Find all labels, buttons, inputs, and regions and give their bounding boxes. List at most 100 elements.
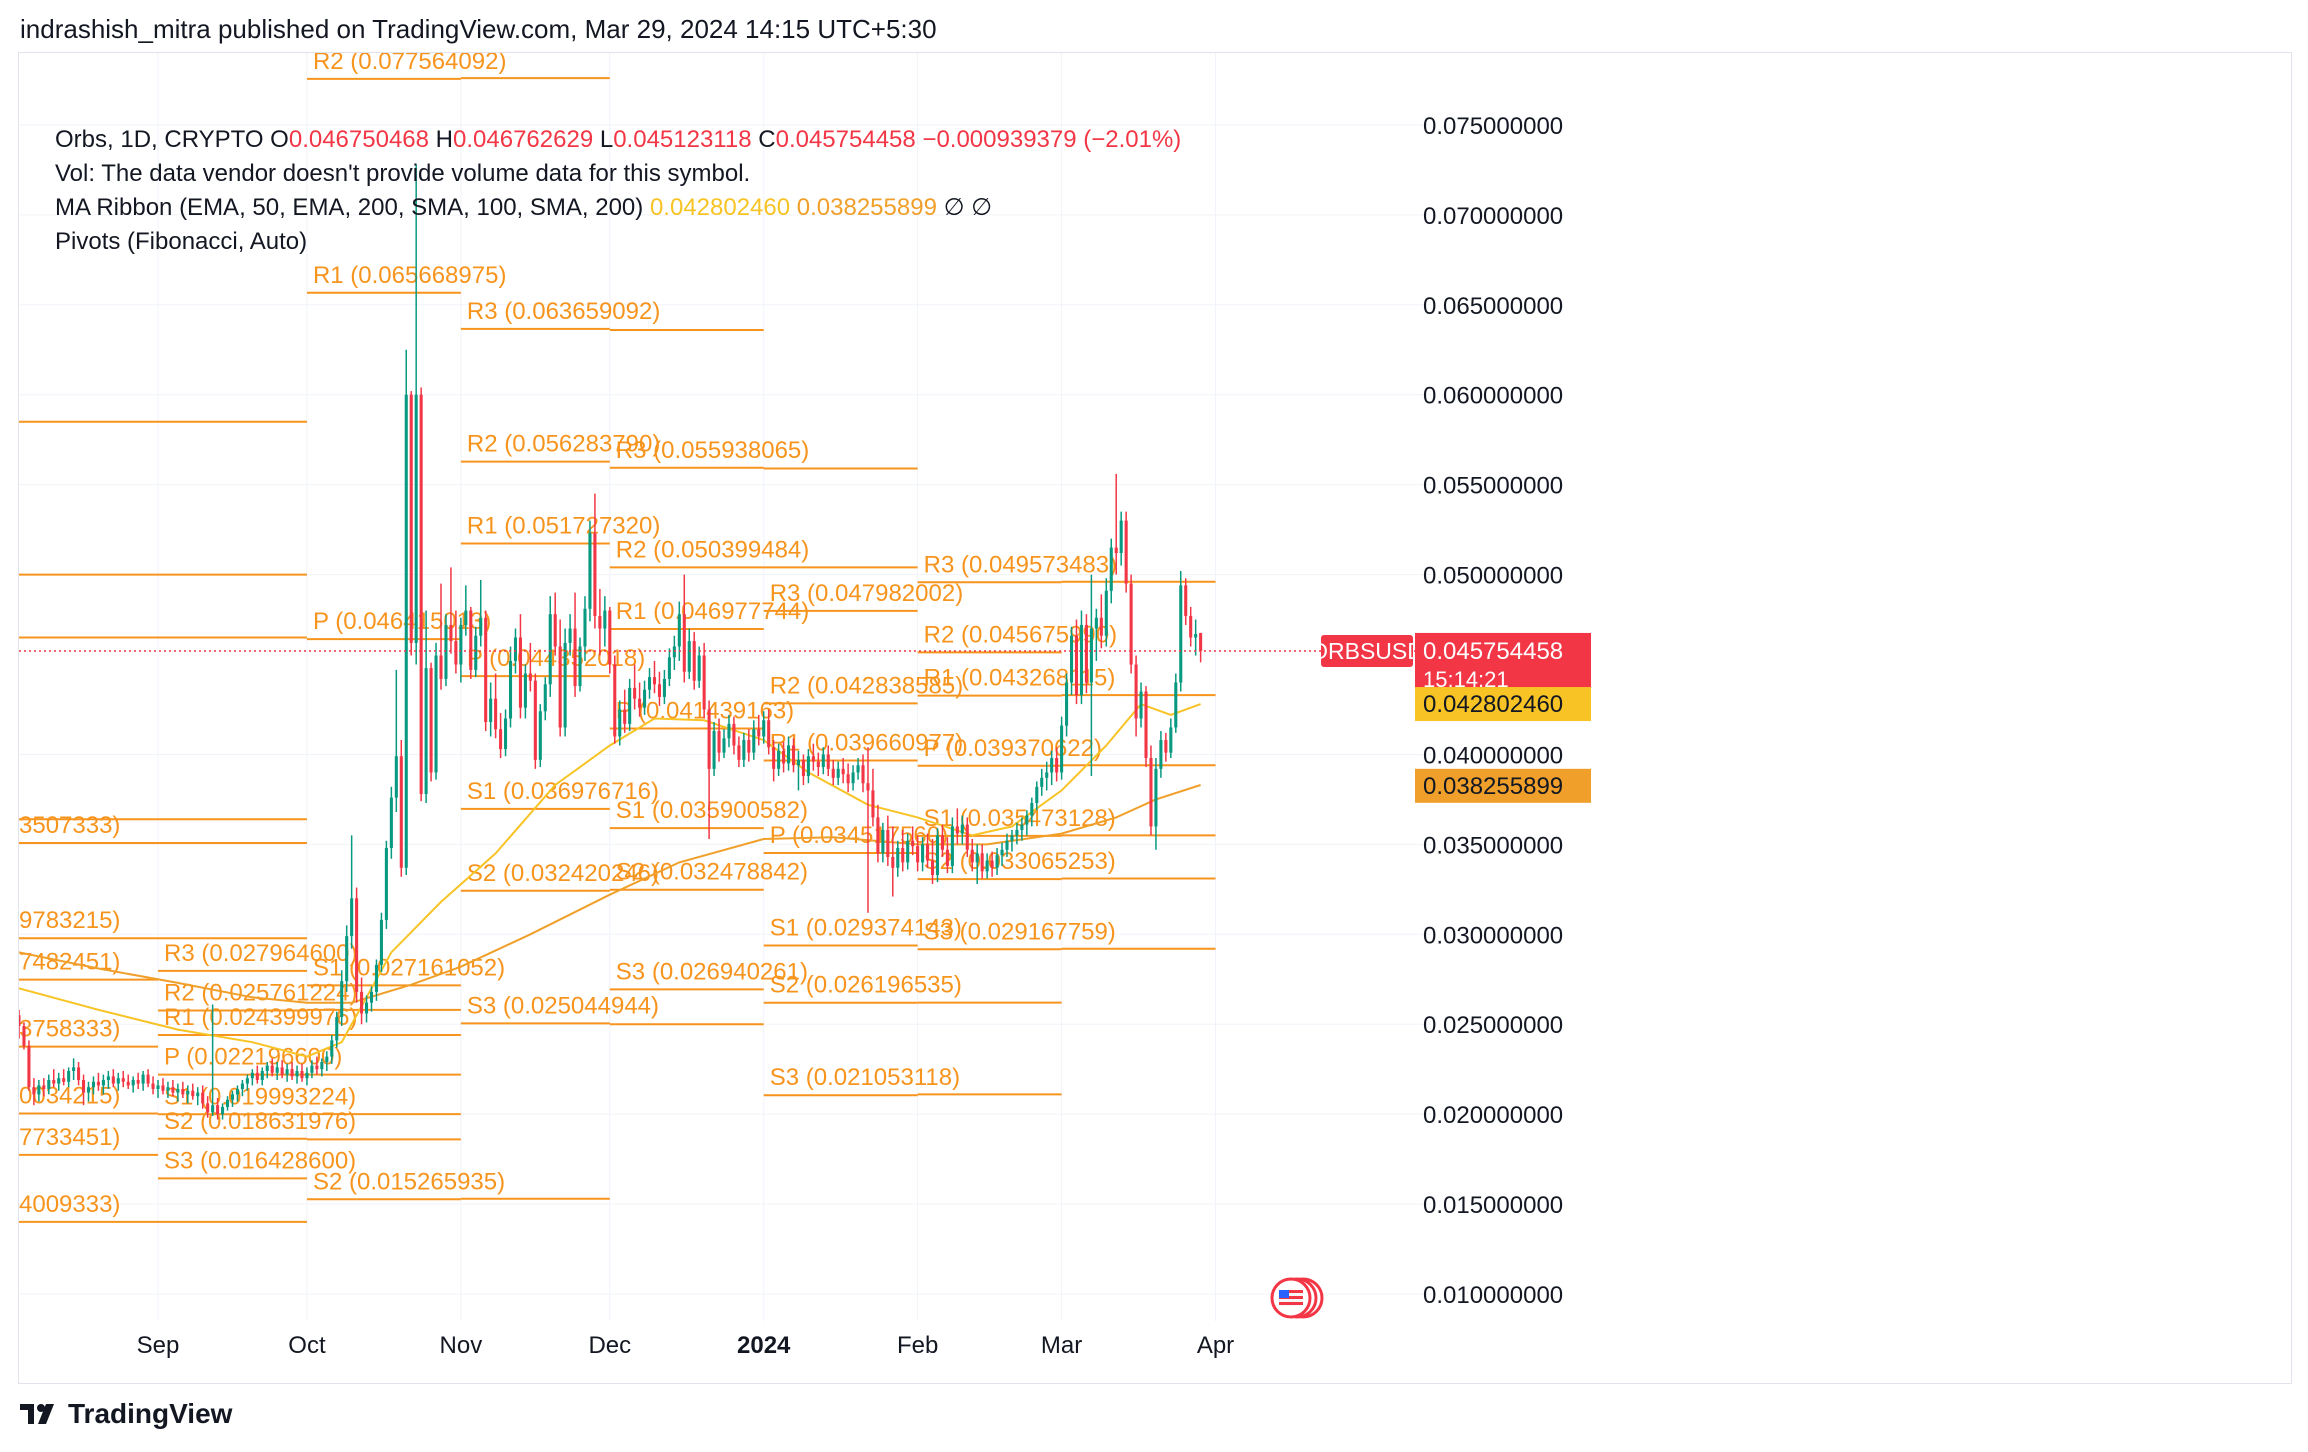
candle-body xyxy=(816,761,820,768)
candle xyxy=(235,1085,239,1102)
candle xyxy=(72,1058,76,1080)
candle xyxy=(171,1079,175,1097)
candle-body xyxy=(335,1017,339,1041)
candle xyxy=(926,833,930,868)
ma-na-2: ∅ xyxy=(971,194,993,221)
candle xyxy=(1079,610,1084,705)
ohlc-row[interactable]: Orbs, 1D, CRYPTO O0.046750468 H0.0467626… xyxy=(55,123,1181,157)
y-tick-label: 0.050000000 xyxy=(1423,563,1563,590)
candle-body xyxy=(265,1065,269,1071)
candle-body xyxy=(618,709,622,737)
candle xyxy=(1084,614,1088,694)
y-tick-label: 0.040000000 xyxy=(1423,742,1563,769)
candle xyxy=(340,970,344,1027)
candle xyxy=(821,747,825,775)
candle xyxy=(1159,731,1163,778)
candle xyxy=(940,824,944,857)
candle-body xyxy=(22,1026,26,1046)
candle xyxy=(1069,626,1074,696)
candle-body xyxy=(1199,633,1203,651)
x-tick-label: Nov xyxy=(440,1332,483,1359)
pivot-level-label: P (0.044352018) xyxy=(467,645,645,672)
candle-body xyxy=(1149,758,1153,827)
candle-body xyxy=(921,844,925,863)
candle xyxy=(369,986,374,1012)
candle-body xyxy=(504,718,508,750)
candle-body xyxy=(245,1078,249,1084)
candle-body xyxy=(598,615,602,629)
pivots-row[interactable]: Pivots (Fibonacci, Auto) xyxy=(55,225,1181,259)
candle-body xyxy=(72,1067,76,1071)
candle-body xyxy=(439,655,443,679)
pivot-level-label: R3 (0.049573483) xyxy=(924,551,1117,578)
candle-body xyxy=(404,394,408,868)
candle xyxy=(945,837,949,874)
candle-body xyxy=(906,840,910,863)
candle xyxy=(1020,817,1024,841)
candle xyxy=(394,669,398,813)
y-tick-label: 0.065000000 xyxy=(1423,293,1563,320)
candle-body xyxy=(369,991,374,1003)
candle-body xyxy=(538,711,542,760)
candle-body xyxy=(290,1069,294,1077)
candle-body xyxy=(295,1070,299,1077)
candle-body xyxy=(469,610,473,670)
candle-body xyxy=(235,1088,239,1095)
candle xyxy=(702,642,706,719)
candle xyxy=(1010,829,1014,852)
candle xyxy=(384,840,388,929)
candle-body xyxy=(1079,624,1084,696)
candle xyxy=(896,840,900,877)
candle xyxy=(628,678,632,732)
candle xyxy=(389,786,393,859)
symbol-info[interactable]: Orbs, 1D, CRYPTO xyxy=(55,126,264,153)
pivot-level-label: 3758333) xyxy=(19,1016,120,1043)
low-value: 0.045123118 xyxy=(613,126,752,153)
candle-body xyxy=(111,1076,115,1084)
pivots-title: Pivots (Fibonacci, Auto) xyxy=(55,228,308,255)
candle xyxy=(573,592,577,697)
pivot-level-label: R1 (0.024399976) xyxy=(164,1004,357,1031)
volume-row[interactable]: Vol: The data vendor doesn't provide vol… xyxy=(55,157,1181,191)
chart-frame[interactable]: 3507333) 9783215) 7482451) 3758333) 0034215)… xyxy=(18,52,2292,1384)
candle xyxy=(980,844,984,879)
candle-body xyxy=(459,624,463,665)
candle-body xyxy=(374,964,379,992)
candle-body xyxy=(712,731,716,769)
candle xyxy=(429,662,433,782)
candle xyxy=(633,664,637,710)
candle-body xyxy=(513,637,518,661)
candle xyxy=(1189,606,1193,647)
ma-ribbon-row[interactable]: MA Ribbon (EMA, 50, EMA, 200, SMA, 100, … xyxy=(55,191,1181,225)
candle xyxy=(1109,538,1113,604)
candle xyxy=(82,1074,86,1106)
candle-body xyxy=(464,610,468,625)
candle xyxy=(1184,578,1188,625)
x-tick-label: Mar xyxy=(1041,1332,1082,1359)
price-chart[interactable]: 3507333)9783215)7482451)3758333)0034215)… xyxy=(19,53,2291,1383)
candle xyxy=(578,637,582,692)
candle-body xyxy=(270,1065,274,1073)
candle-body xyxy=(1000,849,1004,856)
candle-body xyxy=(791,745,796,766)
candle-body xyxy=(340,981,344,1018)
candle-body xyxy=(230,1094,235,1100)
candle xyxy=(1035,781,1039,811)
candle xyxy=(221,1103,225,1120)
candle xyxy=(191,1083,195,1100)
tradingview-footer[interactable]: TradingView xyxy=(20,1398,232,1430)
candle-body xyxy=(995,855,999,868)
candle-body xyxy=(305,1072,309,1079)
ma-na-1: ∅ xyxy=(943,194,965,221)
candle xyxy=(469,606,473,679)
candle xyxy=(657,671,661,706)
candle-body xyxy=(96,1081,100,1086)
candle xyxy=(638,682,642,717)
candle xyxy=(32,1078,36,1106)
candle xyxy=(1164,732,1168,762)
candle-body xyxy=(360,991,364,1014)
candle-body xyxy=(449,624,453,642)
candle-body xyxy=(985,860,989,872)
candle xyxy=(1000,842,1004,866)
candle xyxy=(518,614,522,719)
